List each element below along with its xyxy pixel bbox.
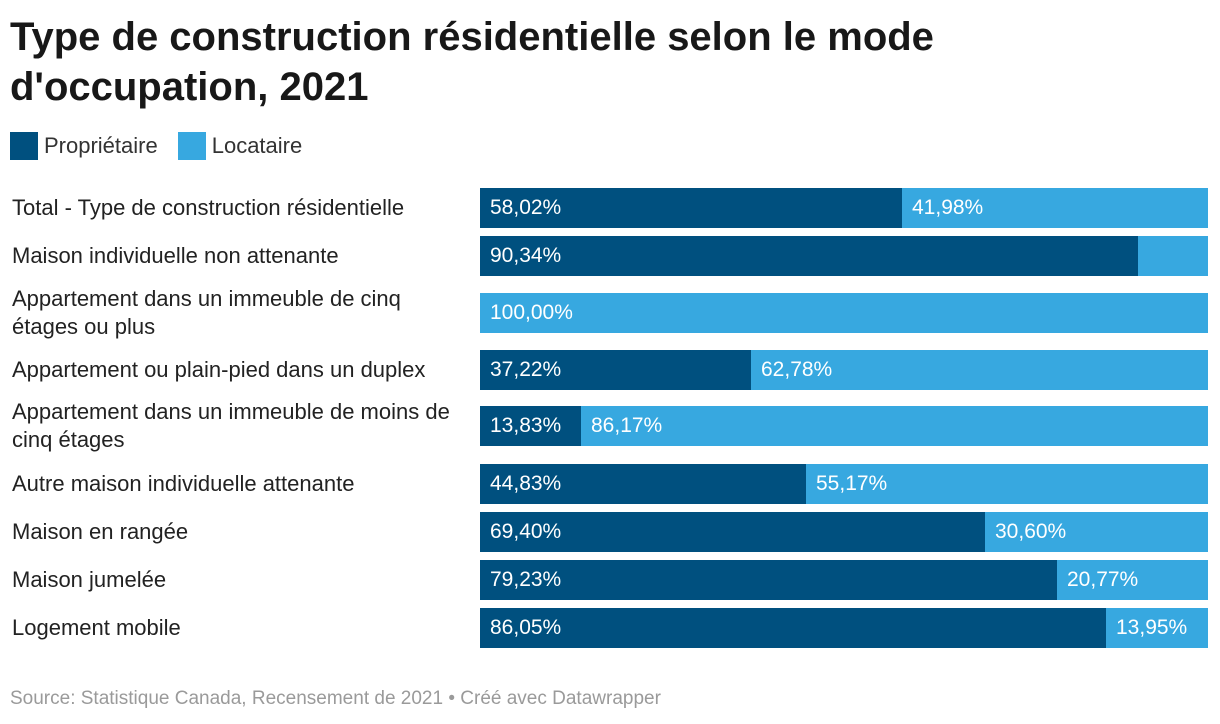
legend-swatch-locataire bbox=[177, 132, 206, 160]
bar-row: 37,22% 62,78% bbox=[480, 350, 1208, 390]
legend-label-locataire: Locataire bbox=[211, 133, 303, 158]
category-label: Autre maison individuelle attenante bbox=[12, 471, 355, 496]
bar-segment-proprietaire bbox=[480, 188, 902, 228]
category-label: Appartement ou plain-pied dans un duplex bbox=[12, 357, 426, 382]
data-label-locataire: 55,17% bbox=[816, 472, 888, 495]
category-label: Total - Type de construction résidentiel… bbox=[12, 195, 405, 220]
category-label: Appartement dans un immeuble de cinq éta… bbox=[12, 286, 401, 339]
data-label-locataire: 30,60% bbox=[995, 520, 1067, 543]
category-label: Maison jumelée bbox=[12, 567, 167, 592]
bar-segment-proprietaire bbox=[480, 464, 806, 504]
bar-segment-locataire bbox=[902, 188, 1208, 228]
data-label-proprietaire: 90,34% bbox=[490, 244, 562, 267]
bar-segment-locataire bbox=[806, 464, 1208, 504]
bar-segment-proprietaire bbox=[480, 350, 751, 390]
bar-segment-proprietaire bbox=[480, 236, 1138, 276]
data-label-proprietaire: 69,40% bbox=[490, 520, 562, 543]
data-label-locataire: 41,98% bbox=[912, 196, 984, 219]
bar-segment-proprietaire bbox=[480, 560, 1057, 600]
bar-segment-locataire bbox=[1106, 608, 1208, 648]
legend: Propriétaire Locataire bbox=[10, 132, 322, 160]
data-label-proprietaire: 44,83% bbox=[490, 472, 562, 495]
bar-row: 13,83% 86,17% bbox=[480, 406, 1208, 446]
bar-segment-proprietaire bbox=[480, 512, 985, 552]
data-label-proprietaire: 13,83% bbox=[490, 414, 562, 437]
category-label: Appartement dans un immeuble de moins de… bbox=[12, 399, 450, 452]
data-label-locataire: 86,17% bbox=[591, 414, 663, 437]
bar-row: 58,02% 41,98% bbox=[480, 188, 1208, 228]
data-label-locataire: 100,00% bbox=[490, 301, 573, 324]
legend-item-proprietaire: Propriétaire bbox=[10, 132, 158, 160]
data-label-locataire: 62,78% bbox=[761, 358, 833, 381]
bar-segment-locataire bbox=[581, 406, 1208, 446]
category-label: Logement mobile bbox=[12, 615, 181, 640]
bar-segment-locataire bbox=[1057, 560, 1208, 600]
category-label: Maison individuelle non attenante bbox=[12, 243, 339, 268]
bar-segment-proprietaire bbox=[480, 608, 1106, 648]
bar-row: 100,00% bbox=[480, 293, 1208, 333]
data-label-proprietaire: 86,05% bbox=[490, 616, 562, 639]
source-note: Source: Statistique Canada, Recensement … bbox=[10, 688, 661, 709]
data-label-proprietaire: 37,22% bbox=[490, 358, 562, 381]
chart-title: Type de construction résidentielle selon… bbox=[10, 15, 934, 109]
legend-item-locataire: Locataire bbox=[177, 132, 303, 160]
bar-segment-locataire bbox=[985, 512, 1208, 552]
category-label: Maison en rangée bbox=[12, 519, 189, 544]
bar-segment-proprietaire bbox=[480, 406, 581, 446]
legend-label-proprietaire: Propriétaire bbox=[44, 133, 158, 158]
bar-row: 69,40% 30,60% bbox=[480, 512, 1208, 552]
bar-segment-locataire bbox=[751, 350, 1208, 390]
data-label-locataire: 20,77% bbox=[1067, 568, 1139, 591]
bar-row: 44,83% 55,17% bbox=[480, 464, 1208, 504]
bar-segment-locataire bbox=[480, 293, 1208, 333]
data-label-proprietaire: 79,23% bbox=[490, 568, 562, 591]
bar-row: 90,34% bbox=[480, 236, 1208, 276]
bar-row: 86,05% 13,95% bbox=[480, 608, 1208, 648]
bar-row: 79,23% 20,77% bbox=[480, 560, 1208, 600]
data-label-locataire: 13,95% bbox=[1116, 616, 1188, 639]
legend-swatch-proprietaire bbox=[10, 132, 38, 160]
bar-segment-locataire bbox=[1138, 236, 1208, 276]
data-label-proprietaire: 58,02% bbox=[490, 196, 562, 219]
